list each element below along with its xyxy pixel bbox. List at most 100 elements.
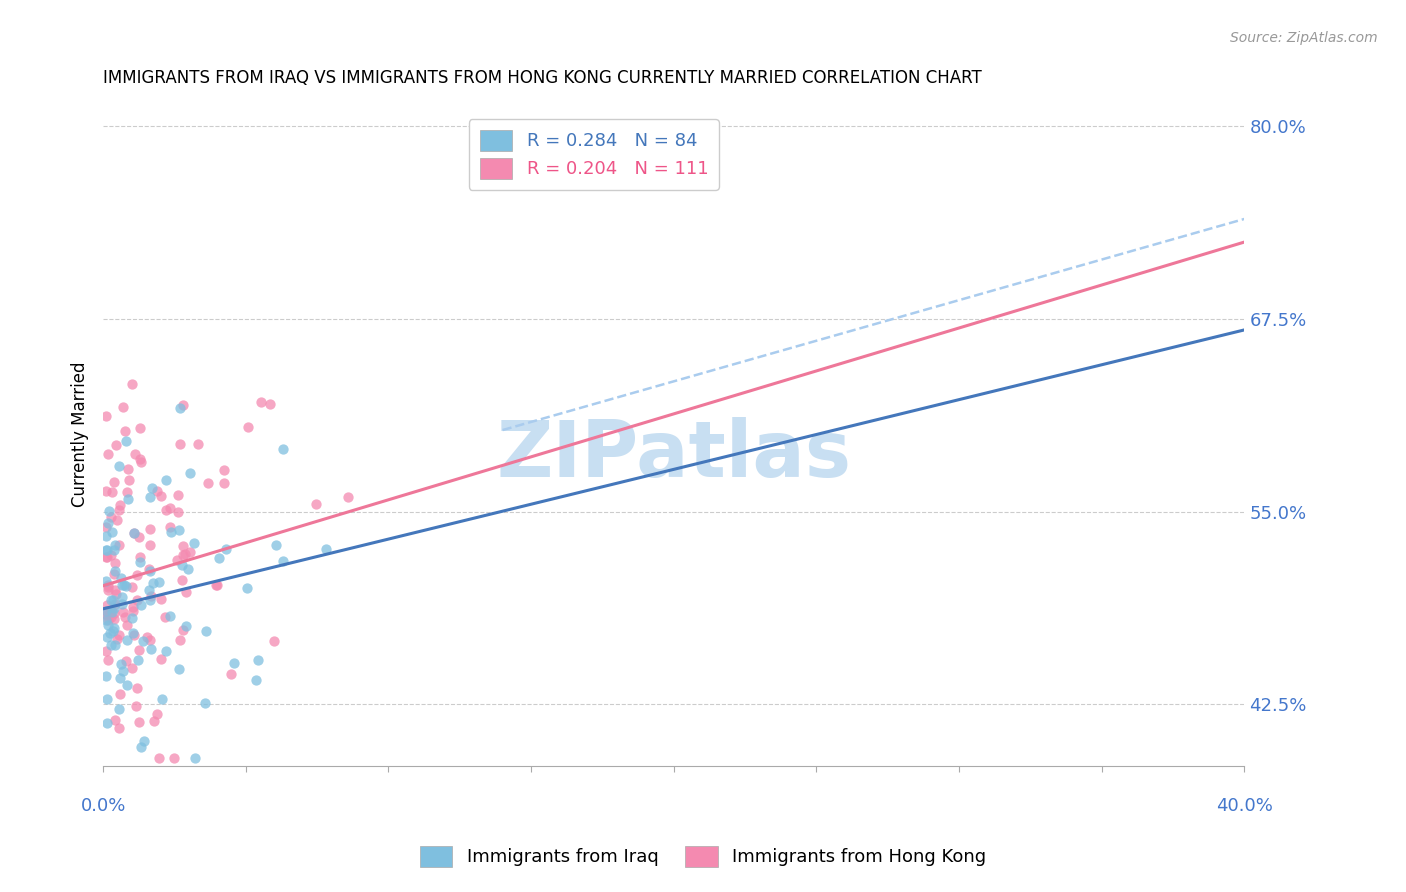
Point bbox=[155, 503, 177, 517]
Point bbox=[103, 564, 125, 578]
Point bbox=[103, 475, 125, 489]
Point bbox=[108, 502, 131, 516]
Point bbox=[124, 447, 146, 461]
Point bbox=[127, 592, 149, 607]
Point bbox=[117, 617, 139, 632]
Point bbox=[125, 698, 148, 713]
Point bbox=[103, 592, 125, 607]
Point bbox=[115, 579, 138, 593]
Point bbox=[94, 608, 117, 623]
Point bbox=[122, 625, 145, 640]
Point bbox=[132, 734, 155, 748]
Point bbox=[139, 593, 162, 607]
Point bbox=[115, 633, 138, 648]
Point bbox=[166, 552, 188, 566]
Point bbox=[146, 706, 169, 721]
Point bbox=[104, 597, 127, 611]
Point bbox=[100, 484, 122, 499]
Point bbox=[139, 564, 162, 578]
Point bbox=[103, 612, 125, 626]
Point bbox=[101, 525, 124, 540]
Point bbox=[264, 538, 287, 552]
Point bbox=[222, 657, 245, 671]
Point bbox=[110, 571, 132, 585]
Point bbox=[103, 601, 125, 615]
Point bbox=[100, 638, 122, 652]
Point bbox=[169, 633, 191, 648]
Point bbox=[112, 577, 135, 591]
Point bbox=[97, 613, 120, 627]
Point bbox=[207, 577, 229, 591]
Point bbox=[115, 678, 138, 692]
Point bbox=[205, 577, 228, 591]
Point bbox=[97, 580, 120, 594]
Text: 40.0%: 40.0% bbox=[1216, 797, 1272, 814]
Point bbox=[246, 652, 269, 666]
Point bbox=[96, 715, 118, 730]
Point bbox=[96, 549, 118, 564]
Point bbox=[155, 473, 177, 487]
Point bbox=[208, 551, 231, 566]
Point bbox=[97, 578, 120, 592]
Point bbox=[121, 580, 143, 594]
Point bbox=[139, 589, 162, 603]
Point bbox=[337, 490, 360, 504]
Point bbox=[128, 715, 150, 730]
Point bbox=[112, 400, 135, 414]
Point bbox=[187, 437, 209, 451]
Point bbox=[128, 530, 150, 544]
Point bbox=[96, 630, 118, 644]
Point bbox=[96, 574, 118, 589]
Point bbox=[215, 541, 238, 556]
Point bbox=[159, 525, 181, 540]
Point bbox=[98, 625, 121, 640]
Point bbox=[139, 490, 162, 504]
Point bbox=[179, 545, 201, 559]
Point bbox=[172, 624, 194, 638]
Point bbox=[100, 592, 122, 607]
Point bbox=[219, 667, 242, 681]
Point bbox=[177, 562, 200, 576]
Point bbox=[121, 376, 143, 391]
Point bbox=[94, 549, 117, 564]
Point bbox=[117, 461, 139, 475]
Point bbox=[118, 474, 141, 488]
Point bbox=[305, 497, 328, 511]
Legend: R = 0.284   N = 84, R = 0.204   N = 111: R = 0.284 N = 84, R = 0.204 N = 111 bbox=[468, 119, 718, 190]
Point bbox=[148, 575, 170, 590]
Point bbox=[170, 573, 193, 587]
Point bbox=[167, 662, 190, 676]
Point bbox=[143, 714, 166, 728]
Point bbox=[97, 618, 120, 632]
Point bbox=[271, 442, 294, 456]
Point bbox=[179, 466, 201, 480]
Point bbox=[128, 643, 150, 657]
Point bbox=[236, 581, 259, 595]
Point bbox=[141, 481, 163, 495]
Point bbox=[138, 583, 160, 598]
Point bbox=[110, 498, 132, 512]
Point bbox=[121, 611, 143, 625]
Point bbox=[108, 538, 131, 552]
Point bbox=[103, 621, 125, 635]
Point bbox=[108, 701, 131, 715]
Point bbox=[114, 609, 136, 624]
Point bbox=[183, 536, 205, 550]
Point bbox=[104, 587, 127, 601]
Point bbox=[104, 538, 127, 552]
Point bbox=[184, 751, 207, 765]
Point bbox=[259, 396, 281, 410]
Point bbox=[139, 522, 162, 536]
Point bbox=[94, 519, 117, 533]
Point bbox=[195, 624, 218, 639]
Point bbox=[129, 555, 152, 569]
Point bbox=[138, 562, 160, 576]
Point bbox=[108, 721, 131, 735]
Point bbox=[94, 529, 117, 543]
Point bbox=[169, 437, 191, 451]
Point bbox=[108, 687, 131, 701]
Point bbox=[112, 605, 135, 619]
Point bbox=[167, 505, 190, 519]
Point bbox=[129, 598, 152, 612]
Point bbox=[114, 434, 136, 449]
